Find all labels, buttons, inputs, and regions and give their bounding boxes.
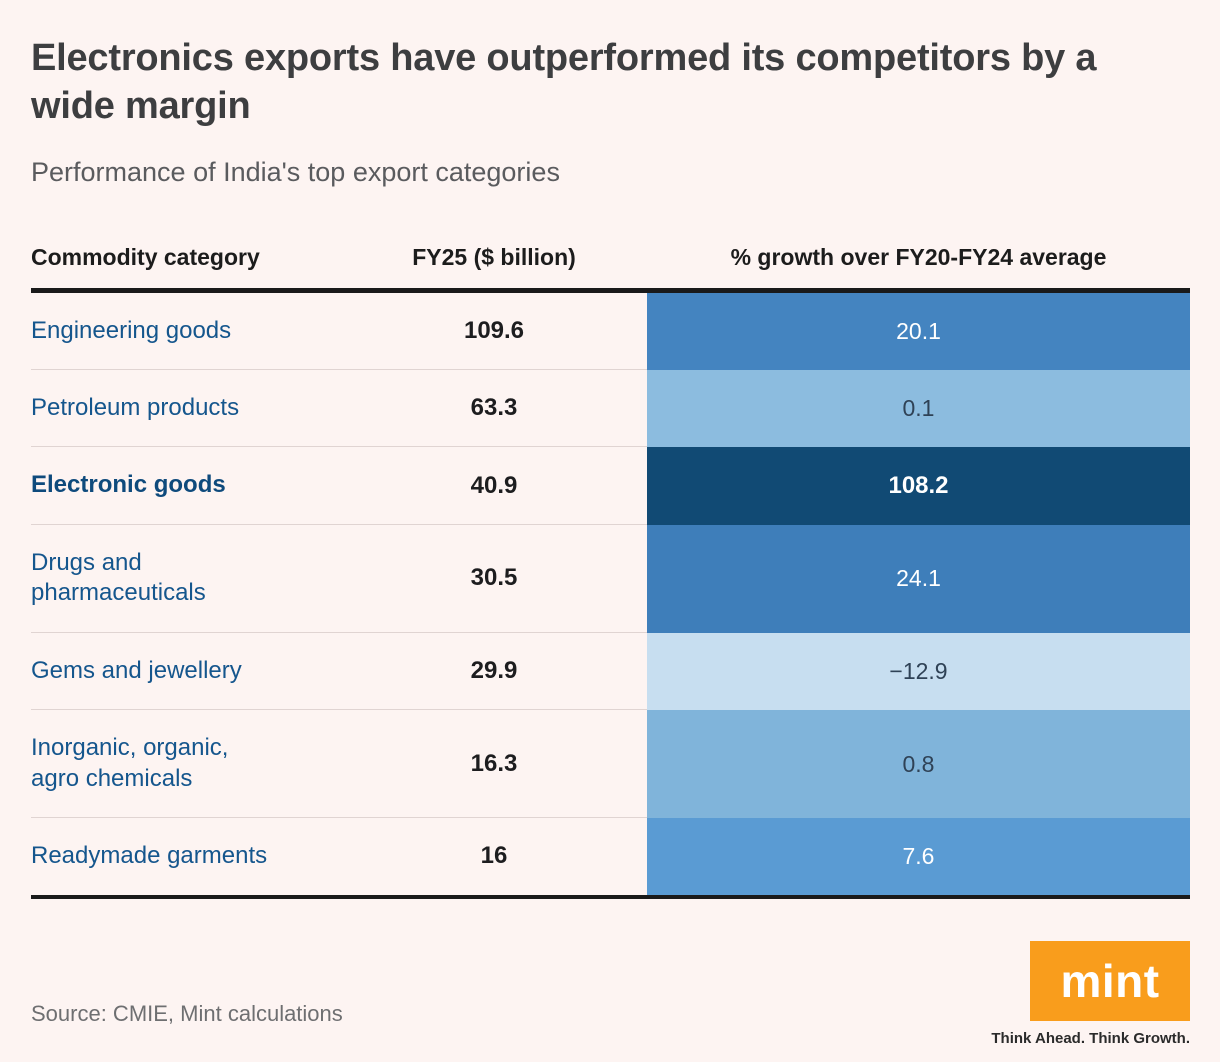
table-header-row: Commodity category FY25 ($ billion) % gr… — [31, 244, 1190, 288]
fy25-value: 30.5 — [470, 564, 518, 592]
growth-cell: 108.2 — [647, 447, 1190, 525]
growth-value: 0.8 — [902, 750, 935, 777]
table-row: Readymade garments 16 7.6 — [31, 818, 1190, 895]
commodity-category-label: Engineering goods — [31, 316, 232, 344]
growth-cell: 24.1 — [647, 524, 1190, 633]
commodity-category-label: Drugs and pharmaceuticals — [31, 548, 206, 607]
column-header-category: Commodity category — [31, 243, 260, 270]
commodity-category-cell: Drugs and pharmaceuticals — [31, 525, 341, 633]
table-row: Electronic goods 40.9 108.2 — [31, 447, 1190, 525]
commodity-category-cell: Gems and jewellery — [31, 633, 341, 711]
export-table: Commodity category FY25 ($ billion) % gr… — [31, 244, 1190, 899]
commodity-category-label: Inorganic, organic, agro chemicals — [31, 734, 229, 792]
growth-value: 0.1 — [902, 395, 935, 422]
fy25-value: 109.6 — [463, 316, 525, 344]
growth-cell: 0.1 — [647, 369, 1190, 448]
chart-subtitle: Performance of India's top export catego… — [31, 156, 560, 187]
table-row: Engineering goods 109.6 20.1 — [31, 292, 1190, 370]
header-divider-rule — [31, 287, 1190, 293]
table-row: Inorganic, organic, agro chemicals 16.3 … — [31, 710, 1190, 819]
column-header-growth: % growth over FY20-FY24 average — [730, 243, 1107, 270]
table-row: Petroleum products 63.3 0.1 — [31, 369, 1190, 448]
growth-cell: 7.6 — [647, 818, 1190, 895]
growth-value: 7.6 — [902, 842, 935, 869]
fy25-value: 40.9 — [470, 471, 518, 499]
commodity-category-cell: Petroleum products — [31, 370, 341, 448]
fy25-value: 16 — [480, 842, 508, 870]
fy25-value: 29.9 — [470, 657, 518, 685]
fy25-value: 16.3 — [470, 749, 518, 777]
growth-cell: 0.8 — [647, 710, 1190, 819]
brand-block: mint Think Ahead. Think Growth. — [991, 940, 1190, 1047]
fy25-value-cell: 30.5 — [341, 525, 647, 633]
growth-value: 108.2 — [888, 472, 949, 500]
chart-title: Electronics exports have outperformed it… — [31, 37, 1097, 128]
source-note: Source: CMIE, Mint calculations — [31, 1000, 343, 1026]
fy25-value: 63.3 — [470, 394, 518, 422]
footer: Source: CMIE, Mint calculations mint Thi… — [31, 940, 1190, 1047]
growth-cell: −12.9 — [647, 632, 1190, 711]
fy25-value-cell: 109.6 — [341, 293, 647, 370]
fy25-value-cell: 16 — [341, 818, 647, 894]
growth-cell: 20.1 — [647, 292, 1190, 370]
commodity-category-label: Petroleum products — [31, 393, 240, 421]
fy25-value-cell: 40.9 — [341, 447, 647, 525]
commodity-category-cell: Readymade garments — [31, 818, 341, 894]
commodity-category-label: Readymade garments — [31, 842, 268, 870]
fy25-value-cell: 29.9 — [341, 633, 647, 711]
table-body: Engineering goods 109.6 20.1 Petroleum p… — [31, 292, 1190, 895]
growth-value: 24.1 — [896, 565, 941, 592]
commodity-category-cell: Inorganic, organic, agro chemicals — [31, 710, 341, 819]
table-row: Gems and jewellery 29.9 −12.9 — [31, 632, 1190, 711]
commodity-category-label: Electronic goods — [31, 471, 226, 499]
growth-value: −12.9 — [889, 658, 948, 685]
table-row: Drugs and pharmaceuticals 30.5 24.1 — [31, 524, 1190, 633]
growth-value: 20.1 — [896, 317, 941, 344]
table-bottom-rule — [31, 894, 1190, 899]
fy25-value-cell: 63.3 — [341, 370, 647, 448]
brand-tagline: Think Ahead. Think Growth. — [991, 1029, 1190, 1047]
column-header-fy25: FY25 ($ billion) — [412, 243, 576, 270]
commodity-category-cell: Electronic goods — [31, 447, 341, 525]
fy25-value-cell: 16.3 — [341, 710, 647, 819]
commodity-category-label: Gems and jewellery — [31, 656, 242, 684]
commodity-category-cell: Engineering goods — [31, 293, 341, 370]
mint-logo: mint — [1030, 940, 1190, 1021]
